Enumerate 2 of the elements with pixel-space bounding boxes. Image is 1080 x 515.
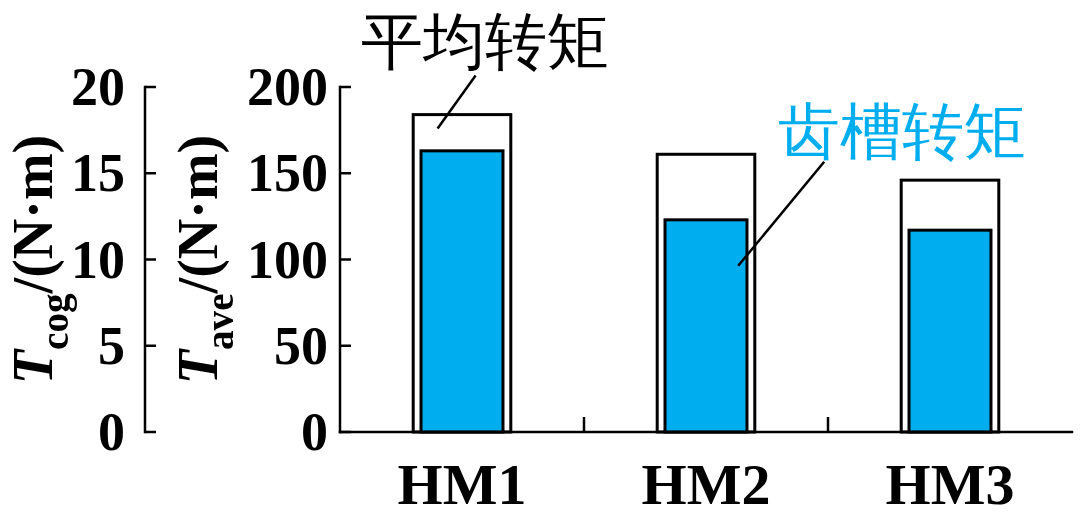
series-label: 平均转矩 xyxy=(360,7,609,76)
series-label: 齿槽转矩 xyxy=(778,97,1027,166)
